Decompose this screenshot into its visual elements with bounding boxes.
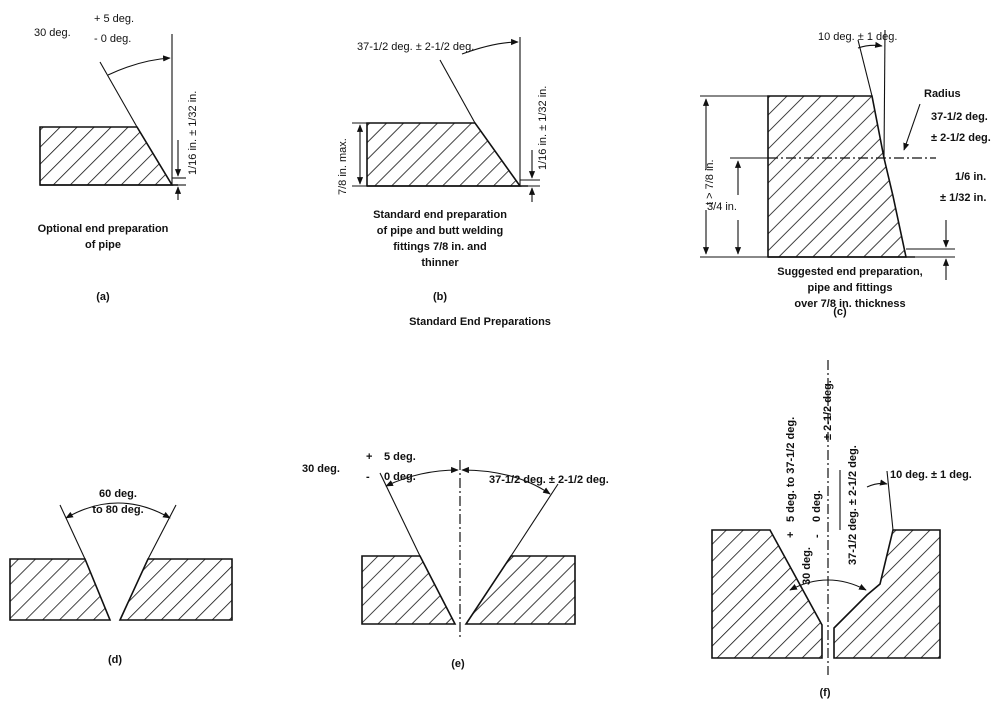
left-minus-val-e: 0 deg. — [384, 471, 416, 483]
label-f: (f) — [820, 687, 831, 699]
left-minus-f: - — [811, 534, 823, 538]
label-a: (a) — [96, 291, 110, 303]
lower-dim-c: 3/4 in. — [707, 201, 737, 213]
left-minus-e: - — [366, 471, 370, 483]
panel-c: 10 deg. ± 1 deg. Radius 37-1/2 deg. ± 2-… — [700, 29, 991, 318]
top-angle-f: 10 deg. ± 1 deg. — [890, 469, 972, 481]
panel-e: 30 deg. + 5 deg. - 0 deg. 37-1/2 deg. ± … — [302, 451, 609, 670]
left-plus-f: + — [785, 532, 797, 538]
angle-arc-a — [107, 55, 171, 76]
angle-arc-b — [461, 38, 519, 55]
land-tol-c: ± 1/32 in. — [940, 192, 986, 204]
left-tol-f: ± 2-1/2 deg. — [822, 380, 834, 440]
section-title: Standard End Preparations — [409, 316, 551, 328]
land-main-c: 1/6 in. — [955, 171, 986, 183]
angle-main-c: 37-1/2 deg. — [931, 111, 988, 123]
pipe-right-d — [118, 558, 233, 621]
angle-minus-a: - 0 deg. — [94, 33, 131, 45]
left-plus-val-f: 5 deg. to 37-1/2 deg. — [785, 417, 797, 522]
land-label-a: 1/16 in. ± 1/32 in. — [187, 91, 199, 175]
land-label-b: 1/16 in. ± 1/32 in. — [537, 86, 549, 170]
left-plus-e: + — [366, 451, 372, 463]
caption-a-line1: Optional end preparation — [38, 223, 169, 235]
angle-arc-d — [65, 502, 171, 519]
radius-label-c: Radius — [924, 88, 961, 100]
angle-label-b: 37-1/2 deg. ± 2-1/2 deg. — [357, 41, 474, 53]
panel-d: 60 deg. to 80 deg. (d) — [9, 488, 233, 666]
caption-c-line3: over 7/8 in. thickness — [794, 298, 905, 310]
bevel-extension-a — [99, 61, 138, 128]
pipe-wall-b — [366, 122, 522, 187]
thickness-label-b: 7/8 in. max. — [337, 138, 349, 195]
label-e: (e) — [451, 658, 465, 670]
mid-angle-f: 37-1/2 deg. ± 2-1/2 deg. — [847, 445, 859, 565]
pipe-left-d — [9, 558, 112, 621]
pipe-right-f — [833, 529, 941, 659]
panel-a: 30 deg. + 5 deg. - 0 deg. 1/16 in. ± 1/3… — [34, 13, 199, 303]
pipe-right-e — [464, 555, 576, 625]
angle-plus-a: + 5 deg. — [94, 13, 134, 25]
thickness-label-c: t > 7/8 in. — [704, 159, 716, 205]
label-d: (d) — [108, 654, 122, 666]
label-c: (c) — [833, 306, 847, 318]
caption-b-line3: fittings 7/8 in. and — [393, 241, 487, 253]
caption-c-line2: pipe and fittings — [808, 282, 893, 294]
angle-line2-d: to 80 deg. — [92, 504, 143, 516]
angle-main-a: 30 deg. — [34, 27, 71, 39]
left-plus-val-e: 5 deg. — [384, 451, 416, 463]
angle-arc-f — [789, 579, 867, 591]
caption-b-line4: thinner — [421, 257, 459, 269]
panel-b: 37-1/2 deg. ± 2-1/2 deg. 7/8 in. max. 1/… — [337, 37, 549, 303]
caption-c-line1: Suggested end preparation, — [777, 266, 922, 278]
left-main-e: 30 deg. — [302, 463, 340, 475]
radius-leader-c — [903, 103, 921, 151]
top-angle-c: 10 deg. ± 1 deg. — [818, 31, 897, 43]
pipe-left-f — [711, 529, 823, 659]
caption-a-line2: of pipe — [85, 239, 121, 251]
angle-line1-d: 60 deg. — [99, 488, 137, 500]
pipe-left-e — [361, 555, 457, 625]
left-minus-val-f: 0 deg. — [811, 490, 823, 522]
left-angle-main-f: 30 deg. — [801, 547, 813, 585]
pipe-wall-c — [767, 95, 907, 258]
panel-f: 30 deg. + 5 deg. to 37-1/2 deg. - 0 deg.… — [711, 360, 972, 699]
caption-b-line2: of pipe and butt welding — [377, 225, 503, 237]
pipe-wall-a — [39, 126, 174, 186]
label-b: (b) — [433, 291, 447, 303]
caption-b-line1: Standard end preparation — [373, 209, 507, 221]
angle-tol-c: ± 2-1/2 deg. — [931, 132, 991, 144]
right-angle-e: 37-1/2 deg. ± 2-1/2 deg. — [489, 474, 609, 486]
